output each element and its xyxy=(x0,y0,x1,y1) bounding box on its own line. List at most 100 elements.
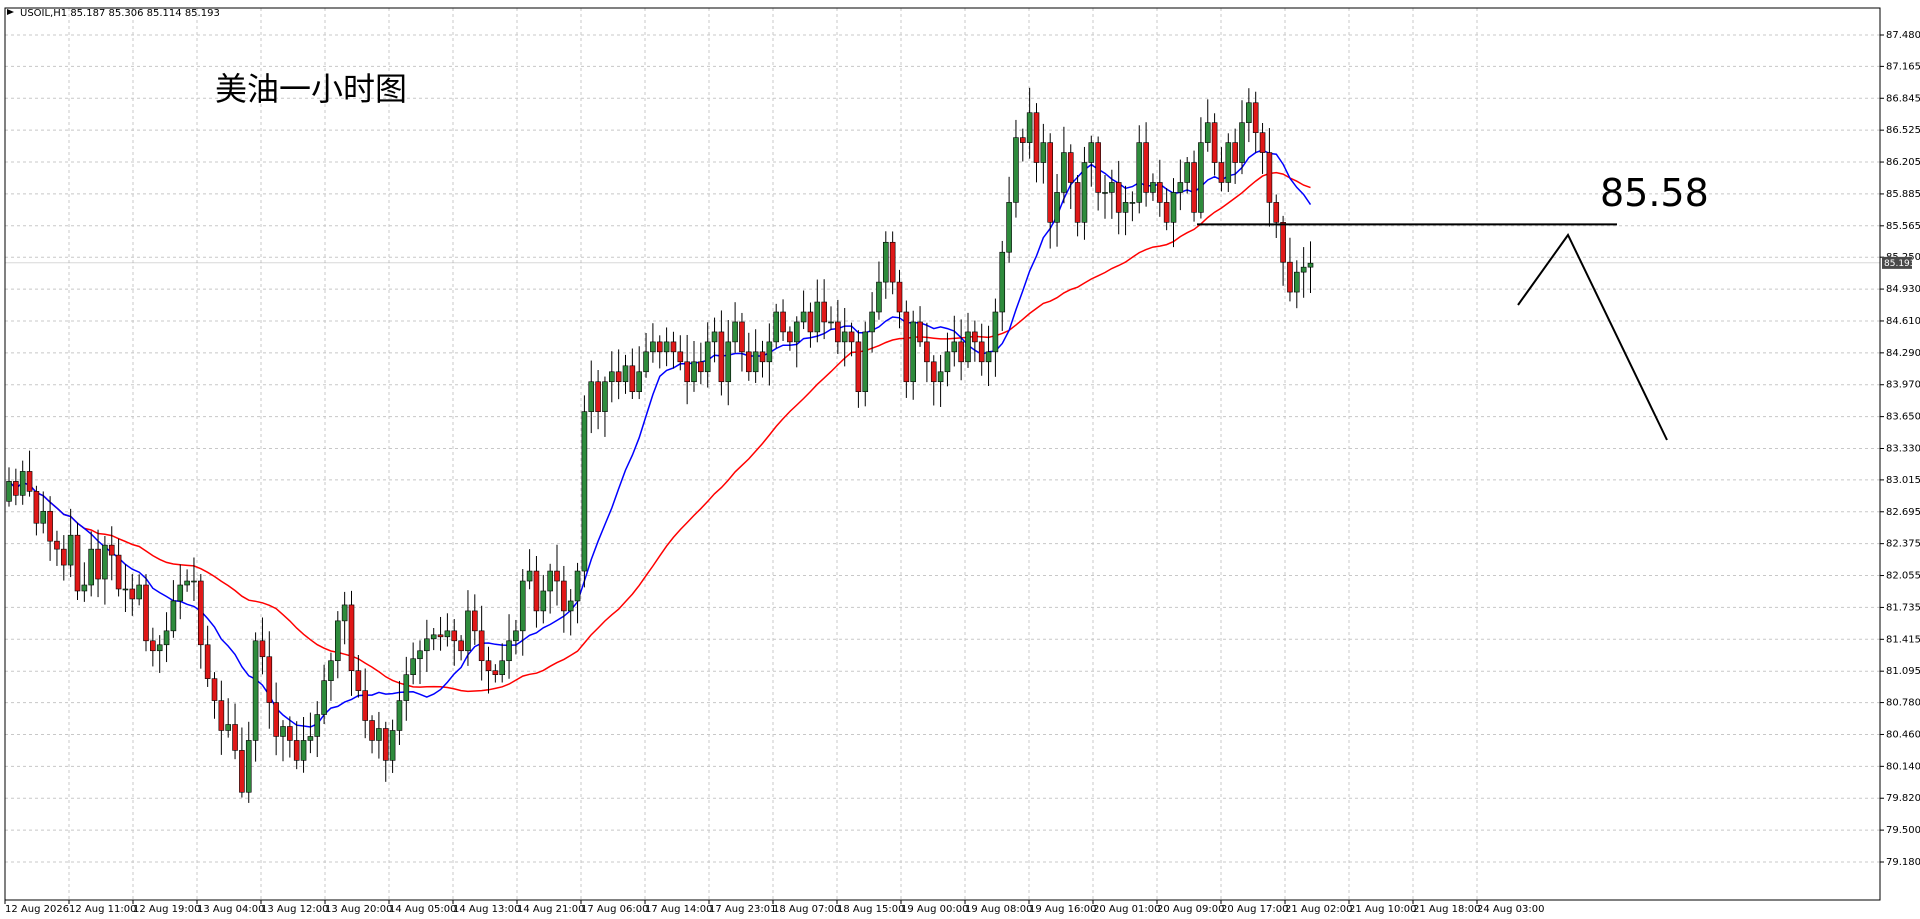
candle-body xyxy=(807,311,814,333)
y-tick-label: 86.845 xyxy=(1886,93,1920,104)
candle-body xyxy=(650,341,656,353)
moving-averages xyxy=(8,149,1312,728)
candle-body xyxy=(629,365,636,393)
x-tick-label: 19 Aug 16:00 xyxy=(1029,904,1096,915)
candle-body xyxy=(595,381,601,412)
projection-path xyxy=(1517,233,1668,441)
candle-body xyxy=(1246,102,1252,123)
candle-body xyxy=(6,481,12,502)
candle-body xyxy=(1109,182,1115,193)
candle-body xyxy=(780,311,786,333)
candle-body xyxy=(239,750,245,793)
y-tick-label: 79.500 xyxy=(1886,825,1920,836)
candle-body xyxy=(1232,142,1238,163)
y-tick-label: 86.525 xyxy=(1886,125,1920,136)
x-tick-label: 13 Aug 20:00 xyxy=(325,904,392,915)
candle-body xyxy=(307,736,314,741)
candle-body xyxy=(711,331,718,343)
candle-body xyxy=(889,241,896,283)
candle-body xyxy=(143,584,149,642)
candle-body xyxy=(725,341,732,383)
candle-body xyxy=(478,630,485,662)
x-tick-label: 12 Aug 11:00 xyxy=(69,904,136,915)
candle-body xyxy=(793,321,800,343)
candle-body xyxy=(526,570,533,582)
candle-body xyxy=(656,341,663,353)
candle-body xyxy=(19,471,26,496)
candle-body xyxy=(362,690,369,721)
candle-body xyxy=(424,638,430,652)
candle-body xyxy=(81,584,88,592)
y-tick-label: 81.415 xyxy=(1886,634,1920,645)
candle-body xyxy=(567,600,574,612)
candle-body xyxy=(1280,222,1286,263)
candle-body xyxy=(1074,182,1081,223)
candle-body xyxy=(773,311,780,343)
candle-body xyxy=(1218,162,1225,183)
symbol-header: USOIL,H1 85.187 85.306 85.114 85.193 xyxy=(20,8,220,19)
candle-body xyxy=(1259,132,1266,153)
candle-body xyxy=(1204,122,1211,143)
y-tick-label: 84.610 xyxy=(1886,316,1920,327)
candle-body xyxy=(204,644,211,679)
candle-body xyxy=(752,351,759,373)
candle-body xyxy=(1239,122,1245,163)
x-tick-label: 24 Aug 03:00 xyxy=(1477,904,1544,915)
y-tick-label: 80.140 xyxy=(1886,761,1920,772)
candle-body xyxy=(1088,142,1095,163)
x-tick-label: 14 Aug 21:00 xyxy=(517,904,584,915)
candle-body xyxy=(581,411,588,572)
chart-annotation-title: 美油一小时图 xyxy=(215,70,407,108)
candle-body xyxy=(924,341,930,363)
candle-body xyxy=(1225,142,1232,183)
candle-body xyxy=(828,321,834,324)
y-tick-label: 83.970 xyxy=(1886,380,1920,391)
candle-body xyxy=(1026,112,1033,143)
y-tick-label: 80.460 xyxy=(1886,729,1920,740)
candle-body xyxy=(184,580,190,586)
ma-slow-line xyxy=(8,171,1311,693)
candle-body xyxy=(848,331,855,343)
candle-body xyxy=(958,341,964,363)
candle-body xyxy=(458,640,464,652)
candles xyxy=(6,87,1314,803)
candle-body xyxy=(280,726,286,737)
candle-body xyxy=(88,548,94,586)
x-tick-label: 21 Aug 18:00 xyxy=(1413,904,1480,915)
candle-body xyxy=(766,341,773,363)
x-tick-label: 17 Aug 14:00 xyxy=(645,904,712,915)
y-tick-label: 85.885 xyxy=(1886,189,1920,200)
candle-body xyxy=(403,674,410,701)
candle-body xyxy=(47,510,53,542)
candle-body xyxy=(259,640,266,658)
candle-body xyxy=(951,341,958,353)
candle-body xyxy=(1266,152,1273,203)
candle-body xyxy=(937,371,944,383)
candle-body xyxy=(869,311,875,333)
y-tick-label: 82.695 xyxy=(1886,507,1920,518)
candle-body xyxy=(972,331,978,343)
y-tick-label: 80.780 xyxy=(1886,698,1920,709)
candle-body xyxy=(855,341,862,393)
y-tick-label: 79.820 xyxy=(1886,793,1920,804)
candle-body xyxy=(513,630,519,642)
x-tick-label: 14 Aug 05:00 xyxy=(389,904,456,915)
candle-body xyxy=(191,580,197,583)
candle-body xyxy=(1287,261,1293,293)
candle-body xyxy=(691,361,697,383)
candle-body xyxy=(917,321,923,343)
candle-body xyxy=(1102,192,1108,194)
candle-body xyxy=(369,720,375,741)
candle-body xyxy=(115,554,122,590)
x-tick-label: 17 Aug 06:00 xyxy=(581,904,648,915)
candle-body xyxy=(684,361,690,383)
candle-body xyxy=(1122,202,1129,213)
candle-body xyxy=(1191,162,1197,213)
candle-body xyxy=(136,584,142,600)
candle-body xyxy=(451,630,458,642)
candle-body xyxy=(40,510,47,524)
candle-body xyxy=(540,590,547,612)
candle-body xyxy=(739,321,745,353)
candle-body xyxy=(930,361,937,383)
